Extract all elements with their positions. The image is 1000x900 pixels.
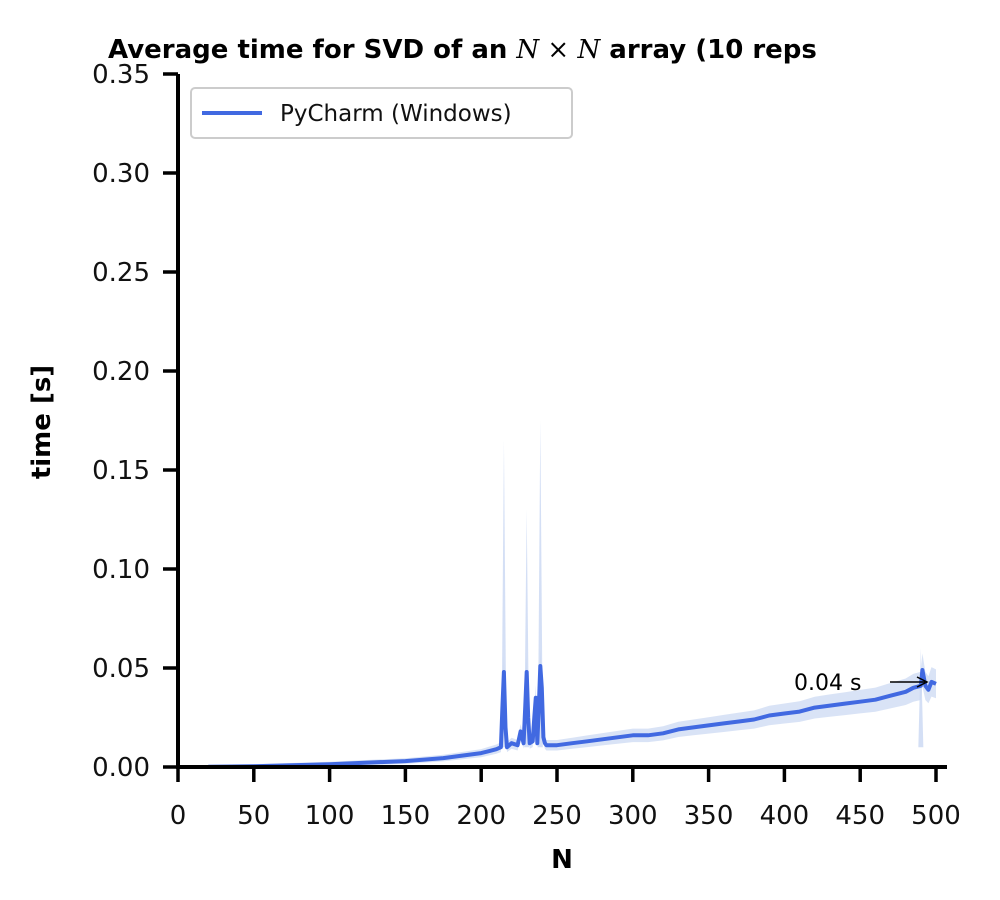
band-spike <box>918 648 924 748</box>
series-line <box>208 664 937 769</box>
x-tick-label: 100 <box>305 801 355 831</box>
y-tick-label: 0.05 <box>92 654 150 684</box>
x-ticks: 0 50 100 150 200 250 300 350 400 450 500 <box>170 767 961 831</box>
x-tick-label: 200 <box>456 801 506 831</box>
legend: PyCharm (Windows) <box>190 87 573 139</box>
legend-box <box>190 87 573 139</box>
y-tick-label: 0.10 <box>92 555 150 585</box>
x-tick-label: 400 <box>760 801 810 831</box>
y-tick-label: 0.15 <box>92 456 150 486</box>
x-tick-label: 50 <box>237 801 270 831</box>
x-tick-label: 450 <box>835 801 885 831</box>
x-tick-label: 250 <box>532 801 582 831</box>
annotation-text: 0.04 s <box>794 671 861 696</box>
y-tick-label: 0.35 <box>92 60 150 90</box>
chart-title-suffix: array (10 reps <box>600 35 817 65</box>
confidence-band <box>208 420 937 767</box>
y-axis-title: time [s] <box>27 365 57 479</box>
y-tick-label: 0.30 <box>92 159 150 189</box>
y-ticks: 0.00 0.05 0.10 0.15 0.20 0.25 0.30 0.35 <box>92 60 178 783</box>
x-tick-label: 500 <box>911 801 961 831</box>
x-tick-label: 350 <box>684 801 734 831</box>
chart-title-prefix: Average time for SVD of an <box>108 35 516 65</box>
series-line-group <box>208 664 937 769</box>
chart-title-math: N × N <box>515 35 601 65</box>
legend-label: PyCharm (Windows) <box>280 101 512 127</box>
annotation-arrowhead <box>916 676 929 688</box>
y-tick-label: 0.00 <box>92 753 150 783</box>
x-tick-label: 300 <box>608 801 658 831</box>
x-tick-label: 150 <box>381 801 431 831</box>
x-axis-title: N <box>551 845 573 875</box>
y-tick-label: 0.25 <box>92 258 150 288</box>
y-tick-label: 0.20 <box>92 357 150 387</box>
annotation: 0.04 s <box>794 671 929 696</box>
x-tick-label: 0 <box>170 801 187 831</box>
chart-title: Average time for SVD of an N × N array (… <box>108 35 817 65</box>
